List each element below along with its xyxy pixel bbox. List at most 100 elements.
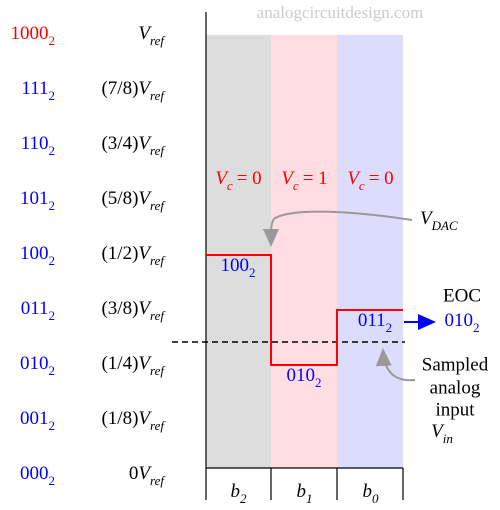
text-part: V <box>138 353 152 374</box>
level-voltage: (1/2)Vref <box>101 243 166 268</box>
text-part: 2 <box>49 198 56 213</box>
level-voltage: (1/4)Vref <box>101 353 166 378</box>
dac-arrow <box>262 210 413 247</box>
bit-ticks <box>270 468 404 500</box>
text-part: b <box>231 481 241 502</box>
text-part: (5/8) <box>101 188 138 209</box>
text-part: 2 <box>49 308 56 323</box>
text-part: 010 <box>20 353 49 374</box>
text-part: V <box>138 463 152 484</box>
text-part: (1/2) <box>101 243 138 264</box>
text-part: ref <box>150 473 166 488</box>
level-voltage: (3/4)Vref <box>101 133 166 158</box>
text-part: 000 <box>20 463 49 484</box>
level-code: 10002 <box>11 23 56 48</box>
text-part: 101 <box>20 188 49 209</box>
text-part: ref <box>150 253 166 268</box>
level-code: 0112 <box>21 298 55 323</box>
phase-region <box>271 35 337 468</box>
text-part: 110 <box>21 133 49 154</box>
text-part: (1/8) <box>101 408 138 429</box>
text-part: V <box>138 243 152 264</box>
text-part: ref <box>150 308 166 323</box>
text-part: V <box>347 168 361 189</box>
text-part: V <box>138 78 152 99</box>
dac-label: VDAC <box>420 208 458 233</box>
level-code: 0012 <box>20 408 55 433</box>
input-arrow <box>375 348 416 382</box>
text-part: V <box>138 23 152 44</box>
text-part: 2 <box>49 253 56 268</box>
level-code: 1102 <box>21 133 55 158</box>
text-part: V <box>138 133 152 154</box>
text-part: 2 <box>49 418 56 433</box>
text-part: V <box>138 188 152 209</box>
phase-region <box>206 35 271 468</box>
level-voltage: Vref <box>138 23 166 48</box>
level-code: 1112 <box>21 78 55 103</box>
text-part: ref <box>150 418 166 433</box>
step-code: 0102 <box>287 365 322 390</box>
level-code: 0002 <box>20 463 55 488</box>
text-part: 1 <box>306 491 313 506</box>
text-part: 011 <box>21 298 49 319</box>
watermark: analogcircuitdesign.com <box>257 3 424 22</box>
input-label: input <box>435 399 475 420</box>
text-part: 2 <box>49 363 56 378</box>
dac-output <box>206 254 403 366</box>
phase-label: Vc = 0 <box>215 168 261 193</box>
level-voltage: (1/8)Vref <box>101 408 166 433</box>
text-part: V <box>138 298 152 319</box>
phase-label: Vc = 0 <box>347 168 393 193</box>
eoc-code: 0102 <box>445 310 480 335</box>
text-part: 1000 <box>11 23 49 44</box>
text-part: c <box>227 178 233 193</box>
input-label: Sampled <box>422 354 489 375</box>
text-part: ref <box>150 198 166 213</box>
text-part: 2 <box>49 33 56 48</box>
bit-label: b2 <box>231 481 248 506</box>
level-voltage: (7/8)Vref <box>101 78 166 103</box>
text-part: c <box>359 178 365 193</box>
eoc-label: EOC <box>443 285 481 306</box>
level-code: 1012 <box>20 188 55 213</box>
text-part: 2 <box>49 88 56 103</box>
text-part: b <box>363 481 373 502</box>
bit-labels: b2 b1 b0 <box>231 481 380 506</box>
text-part: 111 <box>21 78 48 99</box>
text-part: = 0 <box>237 168 262 189</box>
phase-label: Vc = 1 <box>281 168 327 193</box>
text-part: (1/4) <box>101 353 138 374</box>
text-part: 100 <box>20 243 49 264</box>
text-part: (7/8) <box>101 78 138 99</box>
step-code: 1002 <box>221 255 256 280</box>
text-part: V <box>138 408 152 429</box>
phase-labels: Vc = 0 Vc = 1 Vc = 0 <box>215 168 393 193</box>
text-part: 2 <box>49 473 56 488</box>
text-part: 0 <box>129 463 139 484</box>
text-part: c <box>293 178 299 193</box>
text-part: ref <box>150 363 166 378</box>
text-part: b <box>297 481 307 502</box>
text-part: ref <box>150 88 166 103</box>
text-part: ref <box>150 33 166 48</box>
level-code: 0102 <box>20 353 55 378</box>
text-part: 0 <box>372 491 379 506</box>
level-code: 1002 <box>20 243 55 268</box>
text-part: 2 <box>240 491 247 506</box>
bit-label: b1 <box>297 481 313 506</box>
input-label: analog <box>430 377 481 398</box>
text-part: 001 <box>20 408 49 429</box>
level-voltage: (3/8)Vref <box>101 298 166 323</box>
phase-region <box>337 35 403 468</box>
text-part: ref <box>150 143 166 158</box>
text-part: 2 <box>49 143 56 158</box>
step-code: 0112 <box>358 310 392 335</box>
text-part: (3/8) <box>101 298 138 319</box>
input-symbol: Vin <box>431 421 453 446</box>
text-part: = 1 <box>303 168 328 189</box>
bit-label: b0 <box>363 481 380 506</box>
text-part: (3/4) <box>101 133 138 154</box>
text-part: V <box>281 168 295 189</box>
